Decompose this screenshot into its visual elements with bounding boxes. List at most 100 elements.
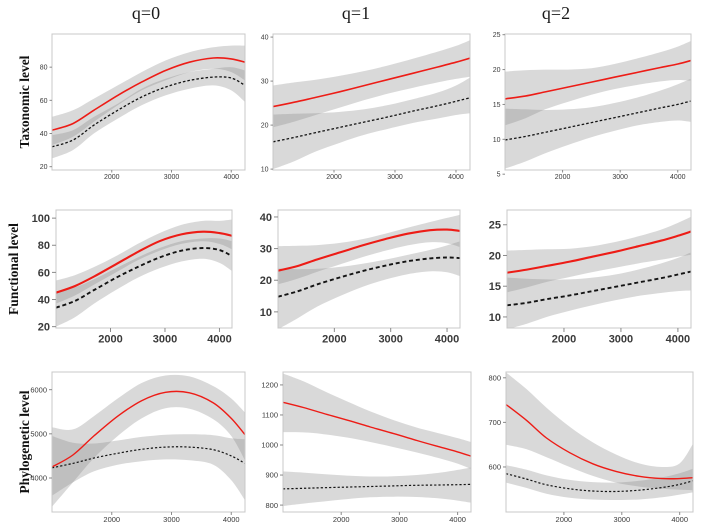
x-tick-label: 2000 (333, 515, 350, 524)
x-tick-label: 3000 (164, 174, 180, 181)
functional-q1-black-dashed-line-band (278, 241, 460, 328)
functional-q0-red-solid-line-band (56, 219, 232, 304)
y-tick-label: 800 (488, 373, 501, 382)
y-tick-label: 10 (493, 137, 501, 144)
phylogenetic-q0-black-dashed-line (52, 446, 245, 469)
taxonomic-q0-black-dashed-line (52, 76, 245, 148)
x-tick-label: 4000 (223, 515, 240, 524)
phylogenetic-q2-border (505, 371, 694, 513)
functional-q0-border (55, 209, 233, 329)
y-tick-label: 20 (40, 164, 48, 171)
x-tick-label: 4000 (449, 515, 466, 524)
taxonomic-q2-black-dashed-line-band (505, 78, 691, 169)
x-tick-label: 3000 (613, 515, 630, 524)
y-tick-label: 20 (489, 250, 501, 262)
functional-q2-border (506, 209, 692, 329)
phylogenetic-q2-black-dashed-line-band (506, 465, 693, 500)
taxonomic-q0-black-dashed-line-band (52, 67, 245, 159)
phylogenetic-q2-red-solid-line (506, 403, 693, 480)
x-tick-label: 2000 (98, 333, 122, 345)
panel-taxonomic-q1 (273, 40, 470, 170)
phylogenetic-q1-red-solid-line-band (283, 373, 471, 469)
taxonomic-q0-red-solid-line (52, 57, 245, 131)
x-tick-label: 4000 (207, 333, 231, 345)
y-tick-label: 60 (40, 98, 48, 105)
y-tick-label: 1100 (262, 411, 278, 420)
panel-phylogenetic-q0 (52, 374, 245, 507)
phylogenetic-q1-red-solid-line (283, 401, 471, 457)
y-tick-label: 20 (261, 123, 269, 130)
y-tick-label: 700 (488, 418, 501, 427)
x-tick-label: 2000 (322, 333, 346, 345)
x-tick-label: 2000 (556, 515, 573, 524)
functional-q2-black-dashed-line (507, 270, 691, 307)
panel-functional-q1 (278, 214, 460, 328)
phylogenetic-q0-border (51, 371, 246, 513)
y-tick-label: 80 (38, 240, 50, 252)
x-tick-label: 3000 (609, 333, 633, 345)
y-tick-label: 20 (493, 67, 501, 74)
functional-q1-border (277, 209, 461, 329)
x-tick-label: 2000 (103, 515, 120, 524)
functional-q0-black-dashed-line-band (56, 238, 232, 327)
panel-phylogenetic-q1 (283, 373, 471, 506)
taxonomic-q1-black-dashed-line-band (273, 77, 470, 170)
phylogenetic-q0-red-solid-line-band (52, 374, 245, 507)
taxonomic-q1-border (272, 33, 471, 171)
taxonomic-q1-red-solid-line (273, 57, 470, 108)
y-tick-label: 30 (261, 79, 269, 86)
y-tick-label: 15 (489, 281, 501, 293)
y-tick-label: 10 (489, 312, 501, 324)
column-header-q1: q=1 (341, 3, 371, 23)
taxonomic-q2-red-solid-line-band (505, 41, 691, 126)
y-tick-label: 20 (38, 322, 50, 334)
phylogenetic-q1-black-dashed-line (283, 483, 471, 490)
phylogenetic-q1-border (282, 371, 472, 513)
y-tick-label: 40 (38, 294, 50, 306)
y-tick-label: 20 (260, 275, 272, 287)
y-tick-label: 1000 (261, 441, 278, 450)
x-tick-label: 3000 (163, 515, 180, 524)
y-tick-label: 40 (261, 35, 269, 42)
y-tick-label: 4000 (30, 474, 47, 483)
y-tick-label: 30 (260, 244, 272, 256)
x-tick-label: 3000 (153, 333, 177, 345)
y-tick-label: 900 (265, 471, 278, 480)
x-tick-label: 4000 (666, 333, 690, 345)
x-tick-label: 3000 (391, 515, 408, 524)
functional-q1-red-solid-line (278, 228, 460, 272)
y-tick-label: 80 (40, 65, 48, 72)
y-tick-label: 800 (265, 501, 278, 510)
x-tick-label: 4000 (223, 174, 239, 181)
x-tick-label: 2000 (555, 174, 571, 181)
y-tick-label: 1200 (261, 381, 278, 390)
x-tick-label: 4000 (448, 174, 464, 181)
x-tick-label: 2000 (552, 333, 576, 345)
column-header-q2: q=2 (541, 3, 571, 23)
phylogenetic-q0-red-solid-line (52, 390, 245, 468)
x-tick-label: 3000 (387, 174, 403, 181)
phylogenetic-q0-black-dashed-line-band (52, 434, 245, 501)
y-tick-label: 100 (32, 213, 50, 225)
taxonomic-q0-border (51, 33, 246, 171)
y-tick-label: 40 (40, 131, 48, 138)
taxonomic-q0-red-solid-line-band (52, 45, 245, 146)
column-header-q0: q=0 (131, 3, 161, 23)
y-tick-label: 600 (488, 463, 501, 472)
functional-q2-black-dashed-line-band (507, 252, 691, 328)
functional-q0-red-solid-line (56, 230, 232, 294)
x-tick-label: 4000 (670, 174, 686, 181)
panel-functional-q2 (507, 216, 691, 328)
panel-phylogenetic-q2 (506, 372, 693, 500)
x-tick-label: 2000 (104, 174, 120, 181)
functional-q0-black-dashed-line (56, 247, 232, 309)
x-tick-label: 3000 (378, 333, 402, 345)
taxonomic-q1-black-dashed-line (273, 97, 470, 143)
x-tick-label: 3000 (612, 174, 628, 181)
panel-functional-q0 (56, 219, 232, 327)
y-tick-label: 40 (260, 212, 272, 224)
x-tick-label: 4000 (435, 333, 459, 345)
taxonomic-q2-red-solid-line (505, 59, 691, 100)
y-tick-label: 25 (493, 32, 501, 39)
